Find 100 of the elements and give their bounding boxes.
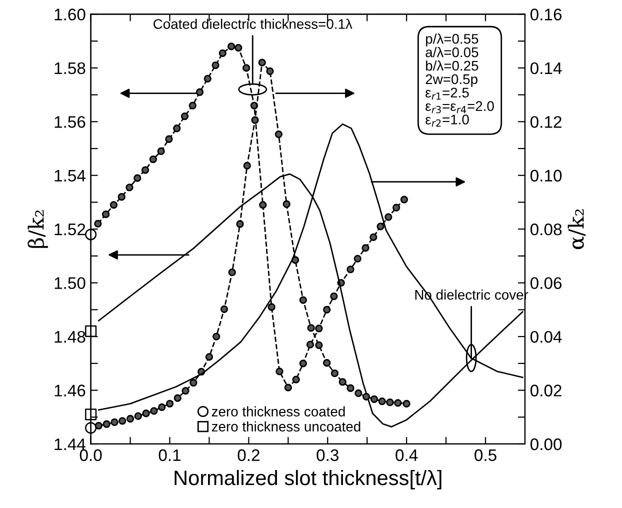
y-tick-label: 1.54	[54, 170, 86, 182]
point	[274, 130, 283, 138]
point	[218, 49, 226, 57]
y-tick-label: 1.50	[54, 277, 86, 290]
point	[259, 201, 267, 209]
point	[85, 408, 97, 420]
x-tick-label: 0.0	[80, 449, 102, 462]
point	[180, 112, 189, 120]
point	[236, 220, 244, 228]
y-tick-label: 1.60	[54, 8, 86, 20]
point	[370, 233, 378, 241]
point	[182, 386, 190, 395]
point	[110, 418, 118, 426]
point	[126, 414, 134, 423]
y-tick-label: 1.46	[54, 384, 86, 396]
point	[346, 384, 354, 392]
point	[242, 64, 250, 72]
point	[141, 166, 150, 174]
point	[102, 420, 110, 428]
point	[134, 174, 142, 182]
point	[196, 88, 204, 96]
point	[205, 353, 214, 361]
x-tick-label: 0.4	[396, 449, 418, 462]
x-tick-label: 0.1	[158, 449, 181, 462]
point	[282, 200, 290, 208]
point	[276, 368, 284, 376]
text: p/λ=0.55 a/λ=0.05 b/λ=0.25 2w=0.5p ε$_{r1}$=2.5 ε$_{r3}$=ε$_{r4}$=2.0 ε$_{r2}$=1.0	[426, 34, 494, 127]
y-tick-label: 1.58	[54, 62, 86, 74]
y2-tick-label: 0.16	[530, 8, 562, 20]
y2-tick-label: 0.06	[530, 277, 562, 290]
point	[158, 403, 166, 412]
x-tick-label: 0.2	[238, 449, 260, 462]
y2-tick-label: 0.10	[530, 170, 562, 182]
point	[157, 147, 165, 156]
point	[370, 395, 378, 403]
point	[346, 266, 354, 274]
point	[266, 67, 274, 75]
point	[149, 155, 157, 164]
y-tick-label: 1.56	[54, 116, 86, 128]
point	[85, 422, 97, 434]
point	[323, 306, 331, 314]
y2-tick-label: 0.08	[530, 224, 562, 236]
point	[126, 184, 134, 192]
point	[315, 341, 323, 349]
point	[307, 324, 315, 332]
point	[166, 400, 174, 408]
point	[394, 399, 402, 407]
point	[376, 222, 384, 230]
point	[243, 162, 251, 170]
point	[85, 228, 97, 240]
y-tick-label: 1.44	[54, 438, 86, 450]
point	[362, 244, 370, 252]
point	[118, 193, 126, 201]
point	[306, 340, 314, 348]
point	[110, 201, 118, 209]
y-tick-label: 1.48	[54, 330, 86, 343]
annotation: Coated dielectric thickness=0.1λ	[154, 18, 352, 29]
point	[338, 378, 346, 386]
point	[402, 400, 410, 408]
point	[165, 135, 173, 143]
point	[400, 196, 408, 204]
y-axis-title: β/k₂	[28, 210, 48, 248]
point	[204, 74, 212, 83]
y2-axis-title: α/k₂	[568, 209, 586, 250]
point	[174, 394, 182, 402]
point	[220, 305, 228, 313]
point	[299, 296, 307, 304]
point	[268, 303, 276, 311]
point	[142, 410, 150, 418]
point	[258, 58, 266, 66]
point	[315, 324, 323, 332]
point	[378, 397, 386, 406]
point	[173, 124, 181, 132]
point	[150, 407, 158, 415]
point	[118, 417, 126, 425]
x-tick-label: 0.3	[316, 449, 338, 462]
y2-tick-label: 0.00	[530, 438, 562, 450]
point	[284, 384, 292, 392]
legend-label: zero thickness uncoated	[212, 421, 360, 432]
point	[392, 204, 400, 212]
point	[212, 332, 220, 340]
point	[292, 376, 300, 384]
y2-tick-label: 0.14	[530, 62, 562, 74]
point	[323, 359, 331, 367]
point	[134, 412, 142, 420]
point	[212, 61, 220, 70]
point	[228, 42, 236, 50]
point	[190, 378, 198, 387]
point	[384, 213, 392, 221]
x-axis-title: Normalized slot thickness[t/λ]	[174, 470, 442, 490]
x-tick-label: 0.5	[474, 449, 496, 462]
point	[251, 116, 259, 124]
point	[330, 292, 338, 300]
y2-tick-label: 0.12	[530, 116, 562, 128]
point	[354, 254, 362, 262]
point	[386, 398, 394, 406]
point	[330, 370, 339, 378]
y-tick-label: 1.52	[54, 224, 86, 236]
point	[299, 360, 307, 368]
point	[354, 389, 362, 398]
